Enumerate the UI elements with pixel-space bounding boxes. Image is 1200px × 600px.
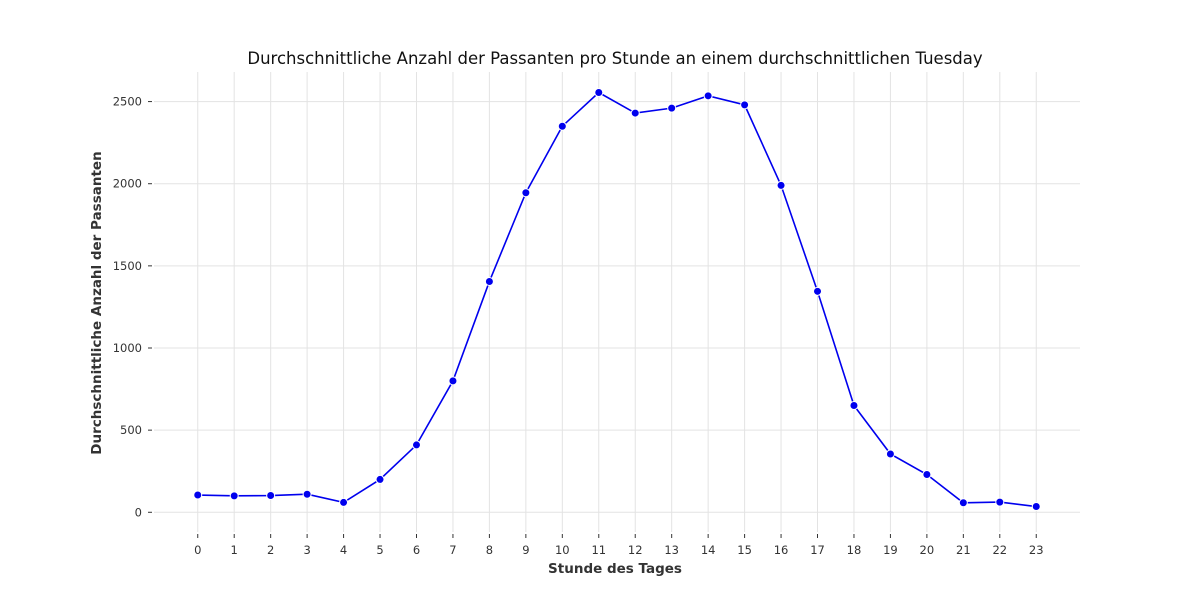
- data-point: [411, 440, 421, 450]
- x-tick-label: 14: [701, 543, 716, 557]
- data-point: [703, 91, 713, 101]
- x-tick-label: 8: [486, 543, 493, 557]
- x-tick-label: 16: [774, 543, 789, 557]
- data-point: [339, 497, 349, 507]
- data-point: [667, 103, 677, 113]
- data-point: [266, 491, 276, 501]
- data-point: [885, 449, 895, 459]
- x-tick-label: 11: [591, 543, 606, 557]
- x-tick-label: 0: [194, 543, 201, 557]
- y-tick-label: 1500: [113, 259, 142, 273]
- x-tick-label: 18: [847, 543, 862, 557]
- chart-title: Durchschnittliche Anzahl der Passanten p…: [247, 49, 983, 68]
- x-tick-label: 17: [810, 543, 825, 557]
- y-tick-label: 2500: [113, 95, 142, 109]
- data-point: [521, 188, 531, 198]
- x-tick-label: 23: [1029, 543, 1044, 557]
- x-tick-label: 7: [449, 543, 456, 557]
- x-tick-label: 1: [231, 543, 238, 557]
- series-layer: [193, 88, 1041, 512]
- data-point: [849, 401, 859, 410]
- data-point: [557, 121, 567, 131]
- data-point: [922, 470, 932, 479]
- data-point: [813, 286, 823, 296]
- x-tick-label: 5: [376, 543, 383, 557]
- data-point: [1031, 502, 1041, 512]
- x-axis-ticks: 0 1 2 3 4 5 6 7 8 9 10 11 12 13 14 15 16 17 18 19 20 21 22 23: [194, 534, 1044, 557]
- x-tick-label: 9: [522, 543, 529, 557]
- data-point: [448, 376, 458, 386]
- x-tick-label: 21: [956, 543, 971, 557]
- y-axis-label: Durchschnittliche Anzahl der Passanten: [89, 151, 105, 454]
- y-tick-label: 2000: [113, 177, 142, 191]
- x-tick-label: 19: [883, 543, 898, 557]
- data-point: [484, 276, 494, 286]
- x-tick-label: 3: [303, 543, 310, 557]
- x-tick-label: 20: [920, 543, 935, 557]
- y-tick-label: 1000: [113, 341, 142, 355]
- x-tick-label: 12: [628, 543, 643, 557]
- data-point: [375, 474, 385, 484]
- data-point: [958, 498, 968, 508]
- y-axis-ticks: 0 500 1000 1500 2000 2500: [113, 95, 152, 519]
- y-tick-label: 500: [120, 423, 142, 437]
- x-tick-label: 13: [664, 543, 679, 557]
- data-point: [229, 491, 239, 501]
- data-point: [630, 108, 640, 118]
- data-point: [193, 490, 203, 500]
- x-tick-label: 15: [737, 543, 752, 557]
- y-tick-label: 0: [135, 505, 142, 519]
- series-line: [197, 91, 1037, 508]
- x-tick-label: 4: [340, 543, 347, 557]
- data-point: [776, 180, 786, 190]
- x-tick-label: 10: [555, 543, 570, 557]
- x-tick-label: 6: [413, 543, 420, 557]
- data-point: [740, 100, 750, 110]
- x-tick-label: 2: [267, 543, 274, 557]
- grid: [154, 72, 1080, 532]
- data-point: [995, 497, 1005, 507]
- x-axis-label: Stunde des Tages: [548, 561, 682, 577]
- x-tick-label: 22: [992, 543, 1007, 557]
- data-point: [594, 88, 604, 98]
- data-point: [302, 489, 312, 499]
